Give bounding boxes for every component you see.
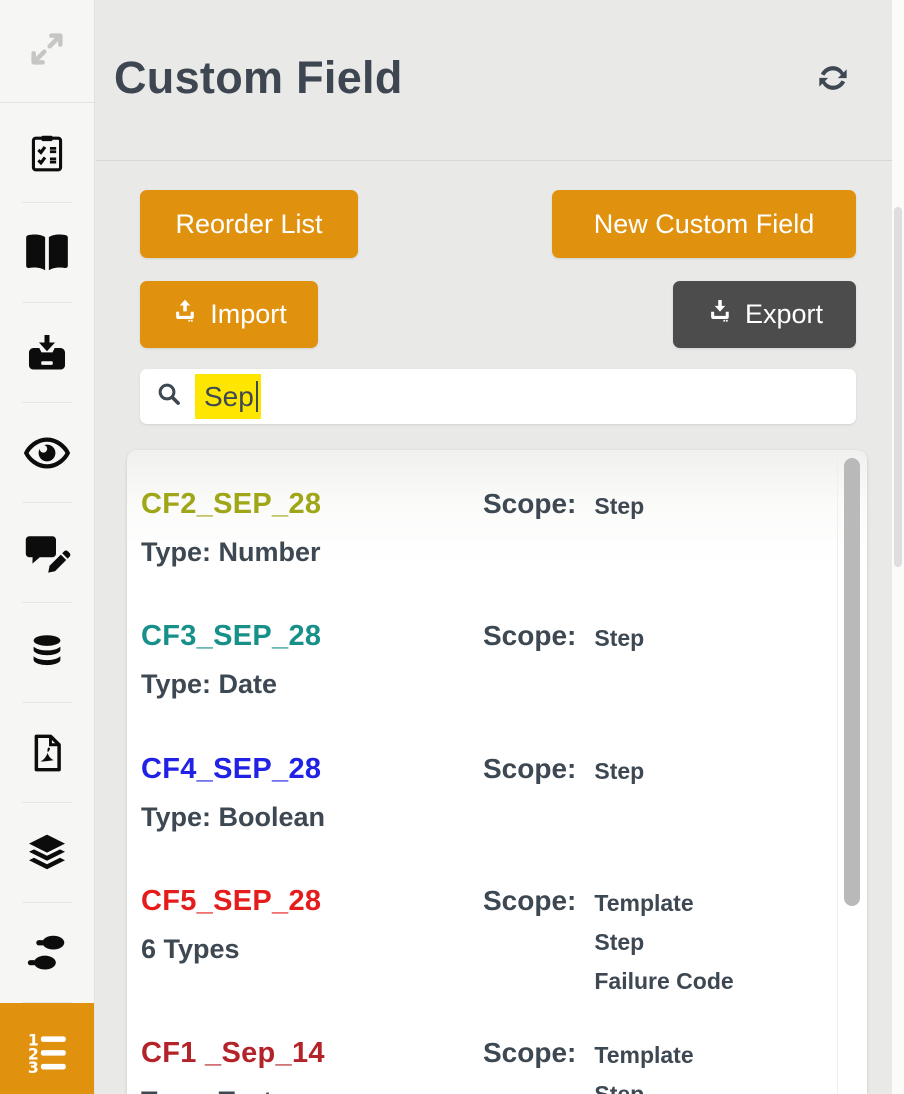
svg-text:2: 2 — [28, 1044, 39, 1063]
search-text: Sep — [195, 374, 261, 419]
sidebar-item-pdf[interactable] — [0, 703, 94, 803]
sidebar-item-database[interactable] — [0, 603, 94, 703]
page-title: Custom Field — [114, 52, 403, 103]
scope-value: Template — [594, 1042, 694, 1068]
sidebar-item-expand[interactable] — [0, 0, 94, 103]
scope-row: Scope: Template Step — [483, 1037, 694, 1094]
scope-value: Step — [594, 758, 645, 784]
sidebar-item-numbered-list-active[interactable]: 1 2 3 — [0, 1003, 94, 1094]
scope-values: Step — [594, 752, 644, 791]
type-label: Type: Boolean — [141, 802, 326, 832]
numbered-list-icon: 1 2 3 — [24, 1030, 70, 1076]
text-cursor — [255, 381, 258, 412]
search-icon — [155, 380, 195, 413]
list-item[interactable]: CF3_SEP_28 Type: Date Scope: Step — [141, 619, 831, 701]
new-custom-field-button[interactable]: New Custom Field — [552, 190, 856, 258]
layers-icon — [23, 829, 71, 877]
page-scrollbar-thumb[interactable] — [894, 207, 902, 567]
sidebar-item-eye[interactable] — [0, 403, 94, 503]
book-open-icon — [22, 228, 72, 278]
export-label: Export — [744, 299, 824, 329]
type-label: Type: Number — [141, 537, 321, 567]
refresh-icon — [813, 66, 853, 101]
list-item[interactable]: CF2_SEP_28 Type: Number Scope: Step — [141, 487, 831, 569]
scope-value: Template — [594, 890, 694, 916]
clipboard-list-icon — [25, 131, 69, 175]
export-button[interactable]: Export — [673, 281, 856, 348]
custom-field-name[interactable]: CF4_SEP_28 — [141, 753, 322, 785]
import-button[interactable]: Import — [140, 281, 318, 348]
sidebar: 1 2 3 — [0, 0, 95, 1094]
type-label: 6 Types — [141, 934, 240, 964]
sidebar-item-layers[interactable] — [0, 803, 94, 903]
scope-values: Template Step — [594, 1036, 693, 1094]
scope-value: Step — [594, 929, 645, 955]
list-item[interactable]: CF4_SEP_28 Type: Boolean Scope: Step — [141, 752, 831, 834]
import-label: Import — [210, 299, 287, 329]
scope-label: Scope: — [483, 753, 577, 784]
scope-value: Step — [594, 1081, 645, 1094]
list-item[interactable]: CF5_SEP_28 6 Types Scope: Template Step … — [141, 884, 831, 994]
scope-values: Template Step Failure Code — [594, 884, 733, 1001]
scope-value: Failure Code — [594, 968, 734, 994]
new-custom-field-label: New Custom Field — [593, 208, 815, 239]
scope-row: Scope: Step — [483, 488, 644, 526]
scope-value: Step — [594, 493, 645, 519]
page-scrollbar-track — [892, 0, 904, 1094]
list-item[interactable]: CF1 _Sep_14 Type: Text Scope: Template S… — [141, 1036, 831, 1094]
custom-field-name[interactable]: CF5_SEP_28 — [141, 885, 322, 917]
scope-values: Step — [594, 619, 644, 658]
custom-field-name[interactable]: CF1 _Sep_14 — [141, 1037, 325, 1069]
sidebar-item-clipboard[interactable] — [0, 103, 94, 203]
reorder-list-button[interactable]: Reorder List — [140, 190, 358, 258]
scope-row: Scope: Step — [483, 753, 644, 791]
sidebar-item-footprints[interactable] — [0, 903, 94, 1003]
list-scrollbar-track — [837, 456, 838, 1094]
reorder-list-label: Reorder List — [175, 208, 323, 239]
svg-text:1: 1 — [28, 1031, 39, 1050]
type-label: Type: Date — [141, 669, 278, 699]
scope-row: Scope: Template Step Failure Code — [483, 885, 734, 1001]
eye-icon — [23, 429, 71, 477]
scope-label: Scope: — [483, 885, 577, 916]
type-label: Type: Text — [141, 1084, 831, 1094]
expand-icon — [27, 29, 67, 74]
footprints-icon — [24, 930, 70, 976]
scope-row: Scope: Step — [483, 620, 644, 658]
sidebar-item-comment-edit[interactable] — [0, 503, 94, 603]
header-divider — [96, 160, 892, 161]
comment-edit-icon — [23, 529, 71, 577]
download-icon — [706, 297, 734, 332]
refresh-button[interactable] — [812, 58, 854, 100]
svg-text:3: 3 — [28, 1058, 39, 1076]
upload-icon — [171, 297, 199, 332]
custom-field-name[interactable]: CF3_SEP_28 — [141, 620, 322, 652]
scope-value: Step — [594, 625, 645, 651]
scope-label: Scope: — [483, 488, 577, 519]
pdf-file-icon — [25, 731, 69, 775]
database-icon — [25, 631, 69, 675]
scope-label: Scope: — [483, 620, 577, 651]
custom-field-name[interactable]: CF2_SEP_28 — [141, 488, 322, 520]
search-input[interactable]: Sep — [140, 369, 856, 424]
sidebar-item-inbox[interactable] — [0, 303, 94, 403]
inbox-tray-icon — [24, 330, 70, 376]
scope-label: Scope: — [483, 1037, 577, 1068]
scope-values: Step — [594, 487, 644, 526]
custom-field-list: CF2_SEP_28 Type: Number Scope: Step CF3_… — [127, 450, 867, 1094]
list-scrollbar-thumb[interactable] — [844, 458, 860, 906]
sidebar-item-book[interactable] — [0, 203, 94, 303]
